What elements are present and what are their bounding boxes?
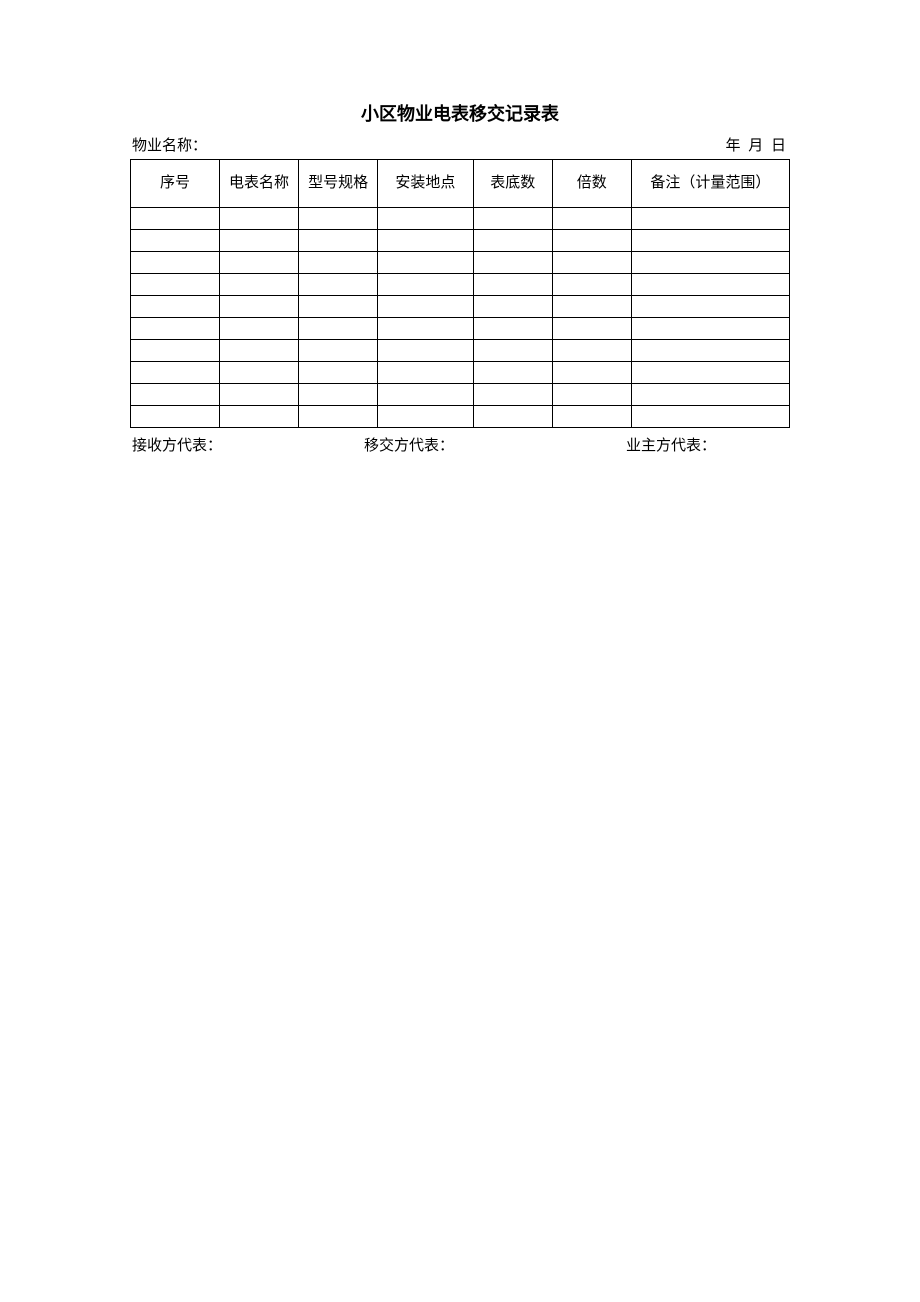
cell bbox=[299, 362, 378, 384]
cell bbox=[378, 208, 474, 230]
col-header-remark: 备注（计量范围） bbox=[631, 160, 789, 208]
table-row bbox=[131, 252, 790, 274]
cell bbox=[378, 362, 474, 384]
cell bbox=[219, 340, 298, 362]
cell bbox=[473, 384, 552, 406]
cell bbox=[378, 406, 474, 428]
cell bbox=[299, 252, 378, 274]
col-header-seq: 序号 bbox=[131, 160, 220, 208]
cell bbox=[219, 208, 298, 230]
cell bbox=[631, 230, 789, 252]
header-row: 物业名称： 年 月 日 bbox=[130, 134, 790, 155]
cell bbox=[299, 208, 378, 230]
cell bbox=[219, 362, 298, 384]
cell bbox=[299, 384, 378, 406]
cell bbox=[131, 252, 220, 274]
col-header-meter-name: 电表名称 bbox=[219, 160, 298, 208]
cell bbox=[219, 230, 298, 252]
cell bbox=[473, 362, 552, 384]
receiver-label: 接收方代表： bbox=[132, 434, 294, 455]
cell bbox=[299, 274, 378, 296]
cell bbox=[131, 406, 220, 428]
table-row bbox=[131, 296, 790, 318]
cell bbox=[552, 252, 631, 274]
cell bbox=[473, 274, 552, 296]
cell bbox=[631, 208, 789, 230]
cell bbox=[631, 362, 789, 384]
cell bbox=[473, 252, 552, 274]
cell bbox=[631, 252, 789, 274]
table-row bbox=[131, 384, 790, 406]
col-header-multiplier: 倍数 bbox=[552, 160, 631, 208]
cell bbox=[473, 318, 552, 340]
page-title: 小区物业电表移交记录表 bbox=[130, 100, 790, 126]
cell bbox=[131, 362, 220, 384]
cell bbox=[219, 384, 298, 406]
col-header-reading: 表底数 bbox=[473, 160, 552, 208]
cell bbox=[219, 296, 298, 318]
table-row bbox=[131, 362, 790, 384]
cell bbox=[631, 318, 789, 340]
cell bbox=[552, 274, 631, 296]
table-row bbox=[131, 274, 790, 296]
cell bbox=[219, 406, 298, 428]
cell bbox=[473, 340, 552, 362]
cell bbox=[378, 318, 474, 340]
cell bbox=[378, 230, 474, 252]
table-row bbox=[131, 230, 790, 252]
cell bbox=[552, 318, 631, 340]
cell bbox=[131, 384, 220, 406]
property-name-label: 物业名称： bbox=[132, 134, 207, 155]
cell bbox=[631, 296, 789, 318]
cell bbox=[378, 252, 474, 274]
cell bbox=[299, 230, 378, 252]
cell bbox=[378, 274, 474, 296]
cell bbox=[473, 406, 552, 428]
col-header-model: 型号规格 bbox=[299, 160, 378, 208]
cell bbox=[631, 340, 789, 362]
cell bbox=[131, 340, 220, 362]
table-body bbox=[131, 208, 790, 428]
table-row bbox=[131, 340, 790, 362]
cell bbox=[299, 340, 378, 362]
cell bbox=[219, 318, 298, 340]
col-header-location: 安装地点 bbox=[378, 160, 474, 208]
cell bbox=[219, 274, 298, 296]
owner-label: 业主方代表： bbox=[526, 434, 788, 455]
cell bbox=[552, 208, 631, 230]
handover-label: 移交方代表： bbox=[294, 434, 526, 455]
cell bbox=[131, 274, 220, 296]
cell bbox=[552, 406, 631, 428]
cell bbox=[378, 340, 474, 362]
table-row bbox=[131, 318, 790, 340]
cell bbox=[131, 230, 220, 252]
cell bbox=[131, 208, 220, 230]
table-row bbox=[131, 406, 790, 428]
date-label: 年 月 日 bbox=[725, 134, 788, 155]
cell bbox=[552, 362, 631, 384]
footer-row: 接收方代表： 移交方代表： 业主方代表： bbox=[130, 434, 790, 455]
cell bbox=[473, 230, 552, 252]
cell bbox=[219, 252, 298, 274]
cell bbox=[378, 384, 474, 406]
cell bbox=[131, 318, 220, 340]
cell bbox=[552, 384, 631, 406]
cell bbox=[552, 230, 631, 252]
cell bbox=[631, 406, 789, 428]
table-header-row: 序号 电表名称 型号规格 安装地点 表底数 倍数 备注（计量范围） bbox=[131, 160, 790, 208]
cell bbox=[299, 296, 378, 318]
cell bbox=[552, 296, 631, 318]
cell bbox=[299, 318, 378, 340]
table-row bbox=[131, 208, 790, 230]
cell bbox=[631, 384, 789, 406]
cell bbox=[473, 208, 552, 230]
cell bbox=[378, 296, 474, 318]
meter-handover-table: 序号 电表名称 型号规格 安装地点 表底数 倍数 备注（计量范围） bbox=[130, 159, 790, 428]
cell bbox=[131, 296, 220, 318]
cell bbox=[299, 406, 378, 428]
cell bbox=[552, 340, 631, 362]
cell bbox=[473, 296, 552, 318]
cell bbox=[631, 274, 789, 296]
